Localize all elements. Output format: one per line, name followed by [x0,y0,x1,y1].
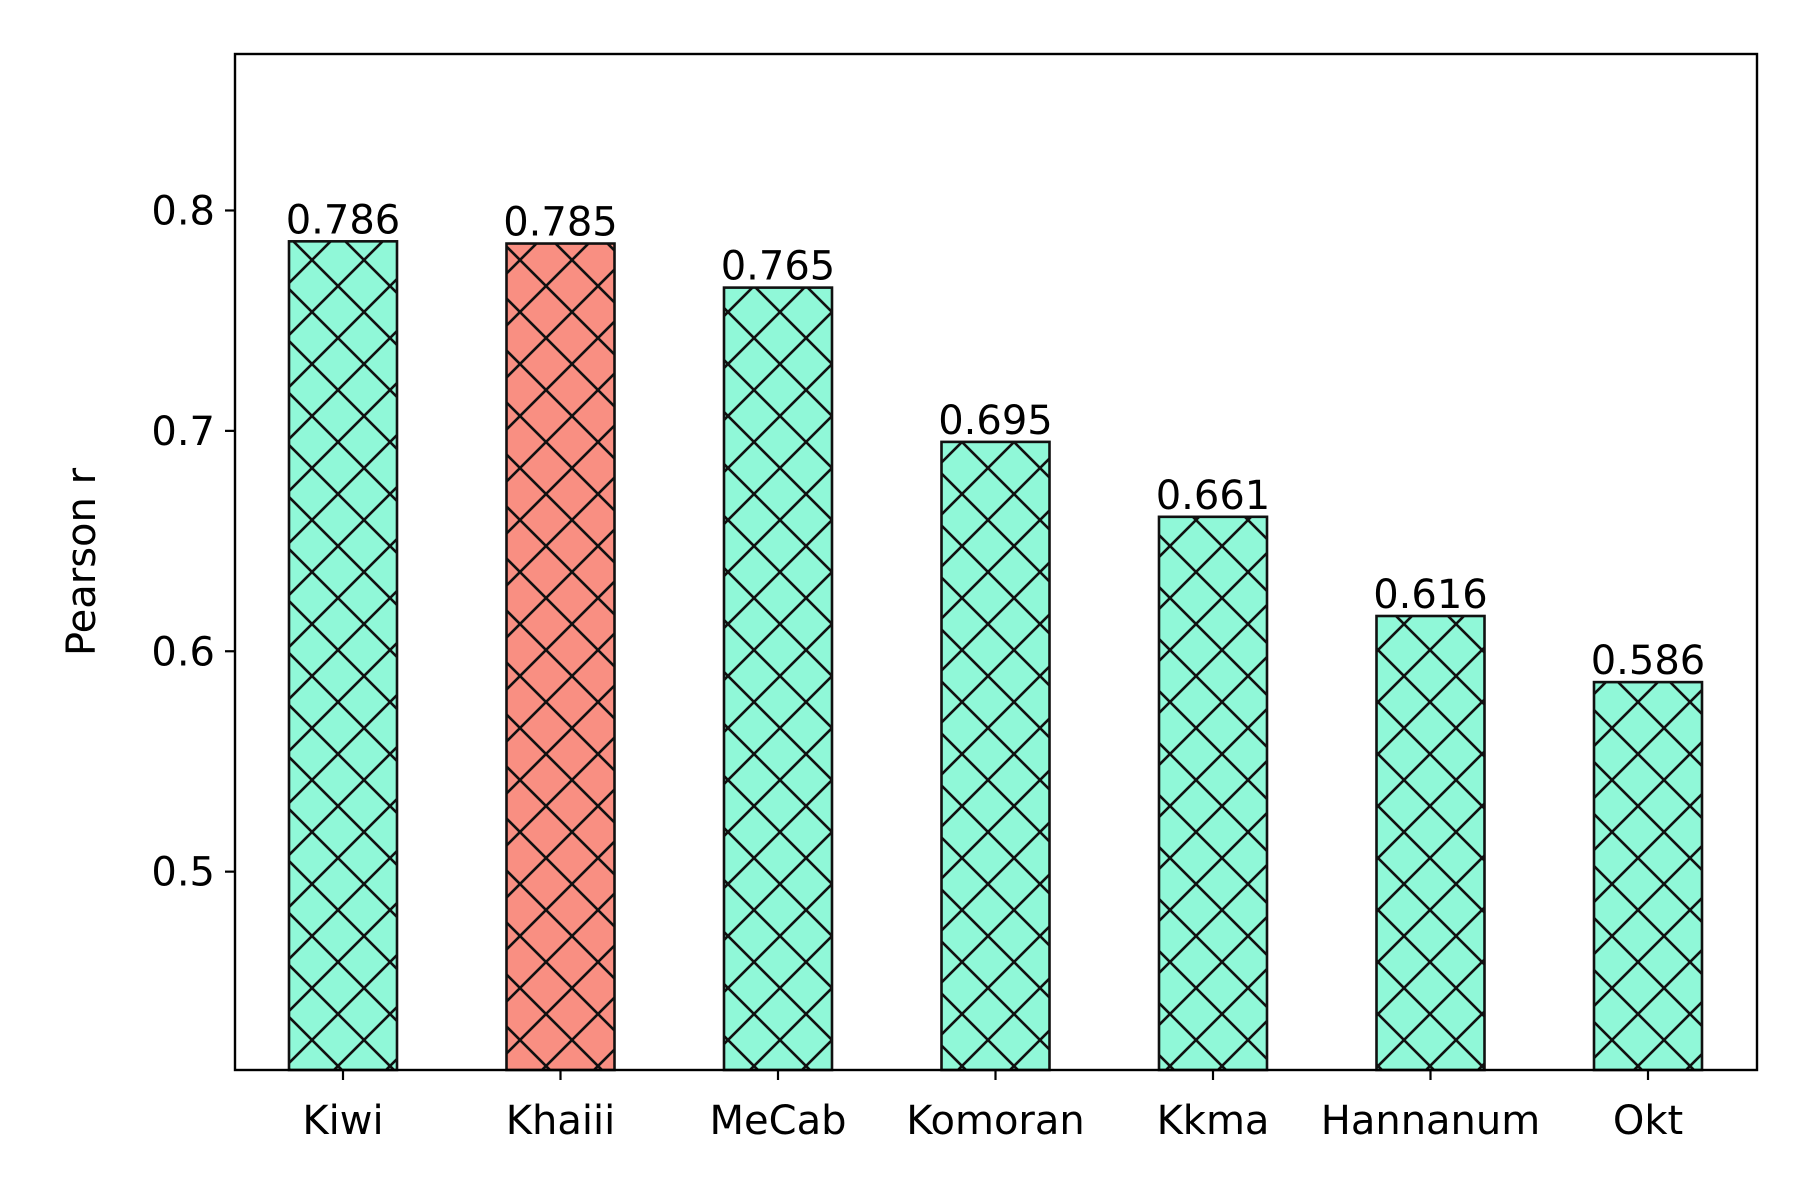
y-axis: 0.5 0.6 0.7 0.8 [151,188,235,896]
bar-hatch [940,440,1051,1072]
bar [287,240,399,1072]
bar-hatch [1157,515,1269,1072]
bar-value-label: 0.785 [503,200,618,246]
bar [722,286,834,1072]
y-tick-label: 0.6 [151,629,215,675]
bar-hatch [1375,614,1486,1072]
x-tick-label: Kkma [1157,1098,1270,1144]
bar-value-label: 0.786 [286,197,401,243]
y-axis-label: Pearson r [59,467,105,656]
bar-value-label: 0.695 [938,398,1053,444]
y-tick-label: 0.7 [151,409,215,455]
x-tick-label: Okt [1613,1098,1683,1144]
bar-hatch [1592,680,1704,1072]
bar [1375,614,1486,1072]
bar-value-label: 0.586 [1591,638,1706,684]
bar-value-label: 0.616 [1373,572,1488,618]
x-tick-label: MeCab [710,1098,847,1144]
bar-value-label: 0.661 [1156,473,1271,519]
value-labels-group: 0.786 0.785 0.765 0.695 0.661 0.616 0.586 [286,197,1706,684]
x-tick-label: Khaiii [506,1098,615,1144]
x-axis: Kiwi Khaiii MeCab Komoran Kkma Hannanum Okt [302,1070,1683,1144]
y-tick-label: 0.5 [151,850,215,896]
bar-value-label: 0.765 [721,244,836,290]
bar-hatch [505,242,616,1072]
bar-hatch [722,286,834,1072]
bar-hatch [287,240,399,1072]
bar [505,242,616,1072]
x-tick-label: Komoran [906,1098,1084,1144]
bar [940,440,1051,1072]
x-tick-label: Hannanum [1321,1098,1540,1144]
bar [1592,680,1704,1072]
bars-group [287,240,1704,1072]
y-tick-label: 0.8 [151,188,215,234]
x-tick-label: Kiwi [302,1098,383,1144]
bar [1157,515,1269,1072]
